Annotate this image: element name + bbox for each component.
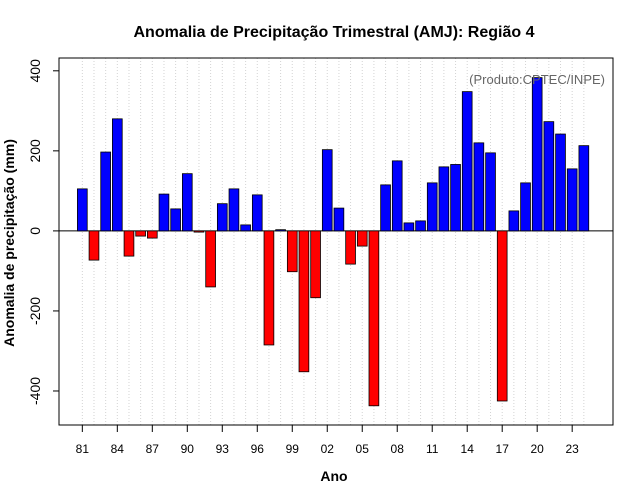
bar-2000 [298, 230, 310, 373]
bar-1990 [181, 173, 193, 232]
bar-1994 [228, 188, 240, 232]
source-annotation: (Produto:CPTEC/INPE) [469, 72, 605, 87]
x-tick-label: 17 [496, 442, 510, 456]
bar-1985 [123, 230, 135, 257]
bar-1988 [158, 193, 170, 232]
bars [77, 77, 590, 407]
y-tick-label: 200 [27, 139, 43, 163]
y-tick-label: -200 [27, 297, 43, 325]
x-tick-label: 99 [286, 442, 300, 456]
x-tick-label: 23 [565, 442, 579, 456]
bar-2006 [368, 230, 380, 407]
bar-1999 [286, 230, 298, 273]
bar-2013 [450, 164, 461, 232]
y-axis: 400 200 0 -200 -400 [27, 59, 59, 405]
x-axis: 81 84 87 90 93 96 99 02 05 08 11 14 17 20 23 [76, 425, 579, 456]
bar-2019 [520, 182, 531, 232]
bar-1995 [240, 224, 251, 232]
y-tick-label: -400 [27, 377, 43, 405]
x-tick-label: 11 [426, 442, 439, 456]
bar-1986 [135, 230, 146, 237]
x-tick-label: 14 [461, 442, 475, 456]
bar-2014 [461, 91, 473, 232]
x-axis-label: Ano [320, 468, 347, 484]
vertical-gridlines [81, 58, 585, 425]
bar-2008 [391, 160, 403, 232]
bar-1982 [88, 230, 100, 261]
bar-1997 [263, 230, 275, 346]
plot-frame [58, 57, 614, 426]
bar-2007 [380, 184, 391, 232]
bar-2018 [508, 210, 520, 232]
bar-2015 [473, 142, 485, 232]
bar-2017 [496, 230, 508, 402]
bar-2016 [485, 152, 496, 232]
bar-2021 [543, 121, 555, 232]
bar-2010 [415, 220, 426, 232]
bar-1992 [205, 230, 216, 288]
bar-1989 [170, 208, 181, 232]
bar-2023 [566, 168, 578, 232]
bar-2003 [333, 207, 345, 232]
bar-1993 [216, 203, 228, 232]
bar-2024 [578, 145, 590, 232]
bar-2001 [310, 230, 321, 299]
bar-2005 [356, 230, 368, 247]
bar-1987 [147, 230, 158, 239]
bar-1998 [275, 229, 286, 232]
bar-1981 [77, 188, 88, 232]
x-tick-label: 87 [146, 442, 160, 456]
x-tick-label: 90 [181, 442, 195, 456]
x-tick-label: 08 [391, 442, 405, 456]
bar-2012 [438, 166, 450, 232]
x-tick-label: 02 [321, 442, 335, 456]
x-tick-label: 05 [356, 442, 370, 456]
x-tick-label: 96 [251, 442, 265, 456]
x-tick-label: 20 [531, 442, 545, 456]
bar-2022 [555, 133, 566, 232]
bar-1991 [193, 230, 205, 233]
y-tick-label: 400 [27, 59, 43, 83]
y-axis-label: Anomalia de precipitação (mm) [1, 139, 17, 347]
bar-2011 [426, 182, 438, 232]
x-tick-label: 81 [76, 442, 90, 456]
bar-1983 [100, 151, 111, 232]
chart-title: Anomalia de Precipitação Trimestral (AMJ… [133, 24, 534, 41]
bar-1984 [112, 118, 123, 232]
bar-2020 [531, 77, 543, 232]
bar-2009 [403, 222, 415, 232]
bar-2004 [345, 230, 356, 265]
x-tick-label: 93 [216, 442, 230, 456]
bar-1996 [251, 194, 263, 232]
x-tick-label: 84 [111, 442, 125, 456]
bar-2002 [321, 149, 333, 232]
y-tick-label: 0 [27, 227, 43, 235]
